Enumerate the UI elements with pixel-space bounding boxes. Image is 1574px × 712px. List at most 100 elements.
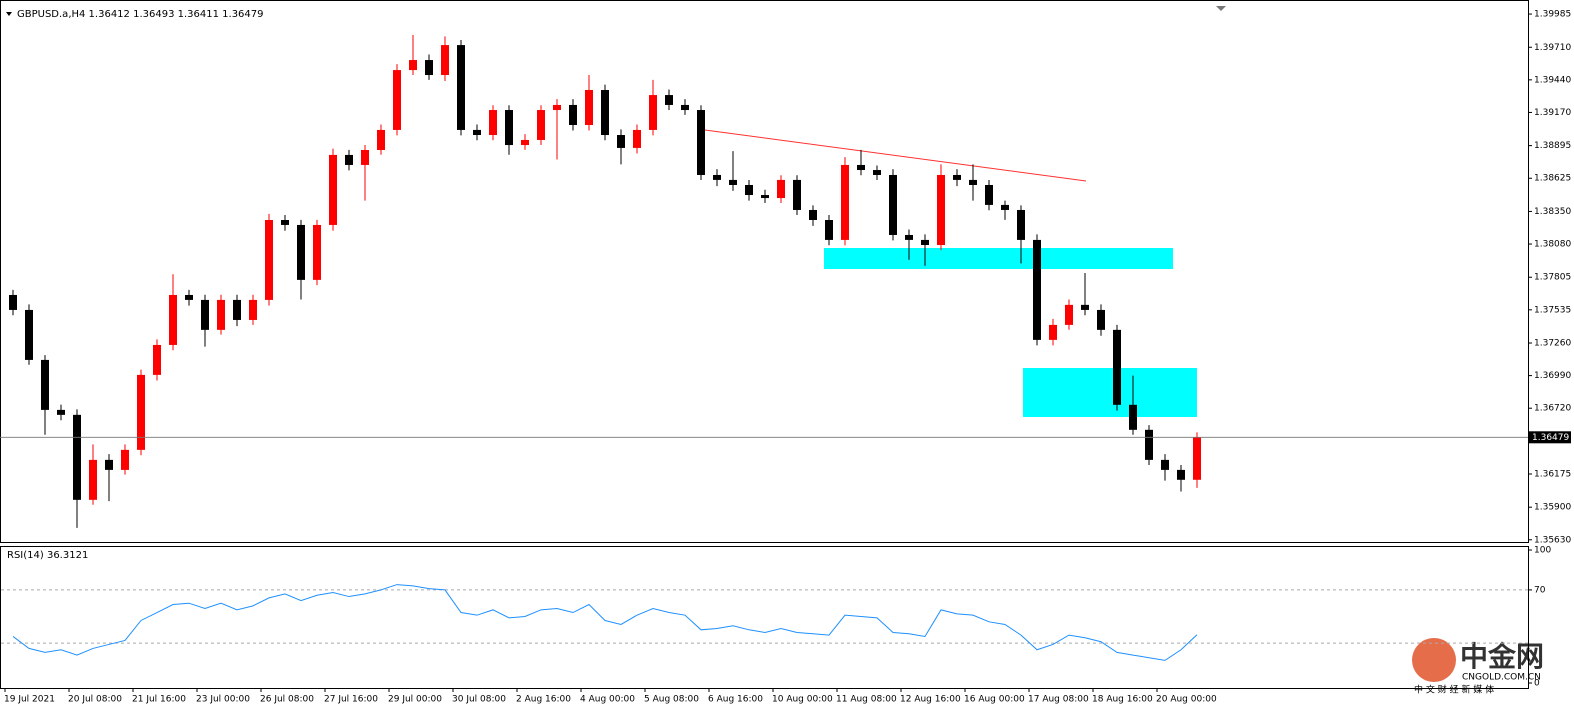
candle-body [1081, 304, 1089, 310]
candle-body [409, 60, 417, 71]
candle-body [521, 139, 529, 146]
support-zone [824, 248, 1173, 269]
candle-body [233, 299, 241, 320]
candle-body [73, 414, 81, 500]
candle-body [601, 89, 609, 136]
y-tick-label: 1.38350 [1534, 207, 1571, 217]
watermark-logo [1412, 638, 1456, 682]
y-tick-label: 0 [1534, 679, 1540, 689]
y-tick-label: 1.37805 [1534, 273, 1571, 283]
candle-body [297, 224, 305, 280]
candle-body [713, 174, 721, 180]
price-frame [0, 0, 1529, 543]
candle-body [313, 224, 321, 280]
candle-body [585, 89, 593, 125]
candle-body [681, 104, 689, 111]
candle-body [105, 459, 113, 470]
candle-body [1033, 239, 1041, 340]
candle-body [809, 209, 817, 221]
y-tick-label: 1.39985 [1534, 10, 1571, 20]
candle-body [169, 294, 177, 345]
candle-body [553, 104, 561, 111]
candle-body [569, 104, 577, 125]
candle-body [345, 154, 353, 165]
candle-body [857, 164, 865, 171]
y-tick-label: 1.38895 [1534, 141, 1571, 151]
x-tick-label: 11 Aug 08:00 [836, 695, 897, 705]
candle-body [1065, 304, 1073, 325]
candle-body [425, 60, 433, 76]
current-price-box [1529, 431, 1571, 444]
current-price-label: 1.36479 [1532, 433, 1569, 443]
candle-body [745, 184, 753, 196]
candle-body [9, 294, 17, 310]
candle-body [441, 45, 449, 76]
y-tick-label: 1.39170 [1534, 108, 1571, 118]
rsi-line [12, 584, 1198, 661]
x-tick-label: 30 Jul 08:00 [452, 695, 506, 705]
x-tick-label: 19 Jul 2021 [4, 695, 55, 705]
rsi-title: RSI(14) 36.3121 [7, 550, 88, 561]
candle-body [905, 234, 913, 240]
x-tick-label: 4 Aug 00:00 [580, 695, 635, 705]
menu-arrow [6, 12, 12, 16]
candle-body [329, 154, 337, 225]
candle-body [1177, 469, 1185, 480]
candle-body [217, 299, 225, 330]
y-tick-label: 1.36720 [1534, 404, 1571, 414]
y-tick-label: 1.36175 [1534, 470, 1571, 480]
candle-body [1001, 204, 1009, 210]
y-tick-label: 100 [1534, 546, 1551, 556]
candle-body [841, 164, 849, 240]
candle-body [361, 149, 369, 165]
candle-body [1193, 437, 1201, 480]
candle-body [889, 174, 897, 235]
candle-body [457, 45, 465, 130]
y-tick-label: 1.38625 [1534, 174, 1571, 184]
candle-body [185, 294, 193, 300]
watermark-text: 中金网 [1460, 640, 1544, 673]
candle-body [489, 110, 497, 136]
candle-body [953, 174, 961, 180]
candle-body [793, 179, 801, 210]
candle-body [825, 220, 833, 240]
x-tick-label: 10 Aug 00:00 [772, 695, 833, 705]
x-tick-label: 6 Aug 16:00 [708, 695, 763, 705]
y-tick-label: 1.39710 [1534, 43, 1571, 53]
x-tick-label: 12 Aug 16:00 [900, 695, 961, 705]
y-tick-label: 1.37260 [1534, 339, 1571, 349]
y-tick-label: 1.39440 [1534, 75, 1571, 85]
scroll-marker [1216, 6, 1226, 11]
y-tick-label: 1.36990 [1534, 371, 1571, 381]
candle-body [921, 239, 929, 245]
candle-body [697, 110, 705, 175]
support-zone [1023, 368, 1197, 417]
y-tick-label: 1.35630 [1534, 535, 1571, 545]
candle-body [281, 220, 289, 225]
candle-body [1145, 429, 1153, 460]
candle-body [969, 179, 977, 185]
candle-body [249, 299, 257, 320]
candle-body [761, 195, 769, 199]
x-tick-label: 17 Aug 08:00 [1028, 695, 1089, 705]
candle-body [1113, 329, 1121, 405]
candle-body [201, 299, 209, 330]
candle-body [1097, 309, 1105, 330]
candle-body [41, 359, 49, 410]
x-tick-label: 26 Jul 08:00 [260, 695, 314, 705]
candle-body [873, 170, 881, 175]
x-tick-label: 20 Jul 08:00 [68, 695, 122, 705]
candle-body [153, 344, 161, 375]
candle-body [1049, 324, 1057, 340]
x-tick-label: 23 Jul 00:00 [196, 695, 250, 705]
x-tick-label: 27 Jul 16:00 [324, 695, 378, 705]
candle-body [1129, 404, 1137, 430]
candle-body [729, 179, 737, 185]
symbol-header: GBPUSD.a,H4 1.36412 1.36493 1.36411 1.36… [17, 9, 264, 20]
candle-body [25, 309, 33, 360]
x-tick-label: 20 Aug 00:00 [1156, 695, 1217, 705]
y-tick-label: 1.37535 [1534, 305, 1571, 315]
x-tick-label: 16 Aug 00:00 [964, 695, 1025, 705]
y-tick-label: 1.35900 [1534, 503, 1571, 513]
